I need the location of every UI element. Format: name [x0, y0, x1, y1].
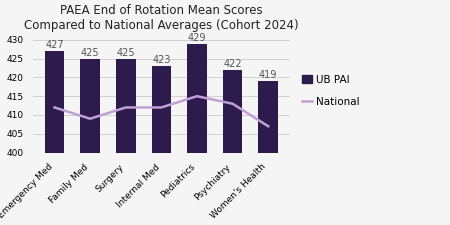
- Bar: [258, 81, 278, 153]
- Text: 423: 423: [152, 55, 171, 65]
- Bar: [152, 66, 171, 153]
- Text: 422: 422: [223, 59, 242, 69]
- Bar: [223, 70, 243, 153]
- Text: 429: 429: [188, 33, 206, 43]
- Text: 425: 425: [81, 48, 99, 58]
- Bar: [116, 59, 135, 153]
- Bar: [187, 44, 207, 153]
- Legend: UB PAI, National: UB PAI, National: [297, 70, 364, 111]
- Title: PAEA End of Rotation Mean Scores
Compared to National Averages (Cohort 2024): PAEA End of Rotation Mean Scores Compare…: [24, 4, 299, 32]
- Text: 427: 427: [45, 40, 64, 50]
- Bar: [81, 59, 100, 153]
- Bar: [45, 51, 64, 153]
- Text: 419: 419: [259, 70, 277, 80]
- Text: 425: 425: [117, 48, 135, 58]
